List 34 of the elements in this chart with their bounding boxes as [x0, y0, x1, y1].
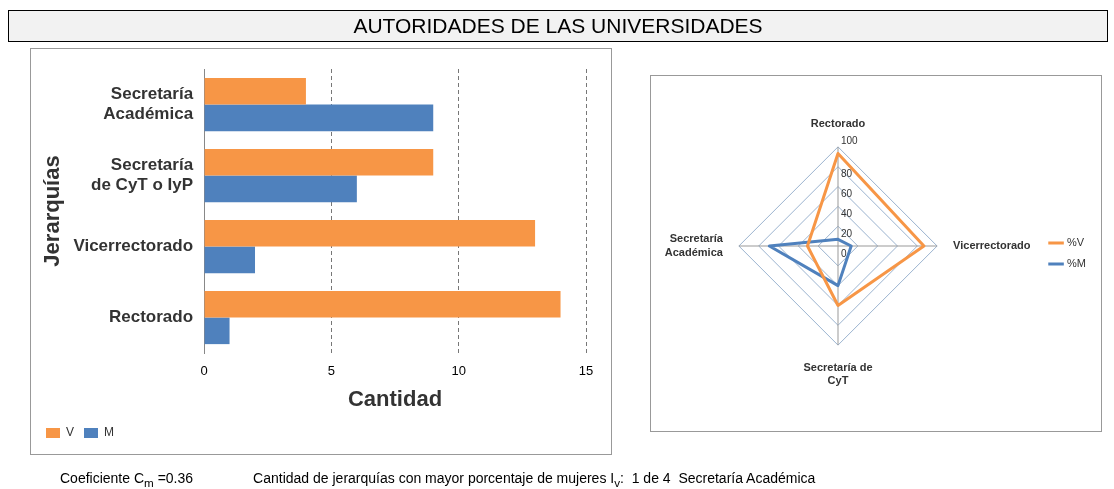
y-axis-title: Jerarquías [39, 155, 65, 267]
x-tick-label: 10 [451, 363, 466, 379]
y-tick-label: 20 [841, 227, 853, 239]
spoke-label: Secretaría Académica [664, 232, 724, 258]
text: Cantidad de jerarquías con mayor porcentaje de mujeres I$_{v}$: 1 de 4 Secretaría Académica [253, 470, 816, 489]
chart-title: AUTORIDADES DE LAS UNIVERSIDADES [8, 10, 1108, 42]
text: Coeficiente C$_{m}$ =0.36 [60, 470, 194, 489]
y-tick-label: Secretaría Académica [103, 83, 194, 124]
y-tick-label: 100 [841, 134, 859, 146]
bar [204, 148, 434, 176]
y-tick-label: 60 [841, 188, 853, 200]
bar [204, 317, 230, 345]
y-tick-label: 80 [841, 168, 853, 180]
y-tick-label: Vicerrectorado [73, 236, 194, 256]
legend-label: V [66, 425, 75, 440]
y-tick-label: Rectorado [109, 307, 194, 327]
spoke-label: Secretaría de CyT [803, 360, 873, 386]
x-tick-label: 5 [327, 363, 336, 379]
bar [204, 175, 357, 203]
bar [204, 219, 536, 247]
bar [204, 104, 434, 132]
x-axis-title: Cantidad [347, 385, 443, 411]
spoke-label: Vicerrectorado [953, 239, 1031, 252]
bar [204, 290, 561, 318]
y-tick-label: 0 [841, 247, 847, 259]
x-tick-label: 0 [200, 363, 208, 379]
legend-label: M [104, 425, 114, 440]
x-tick-label: 15 [578, 363, 594, 379]
legend-label: %M [1067, 257, 1087, 270]
y-tick-label: 40 [841, 208, 853, 220]
bar [204, 77, 306, 105]
legend-label: %V [1067, 236, 1085, 249]
y-tick-label: Secretaría de CyT o IyP [91, 154, 194, 195]
bar [204, 246, 256, 274]
